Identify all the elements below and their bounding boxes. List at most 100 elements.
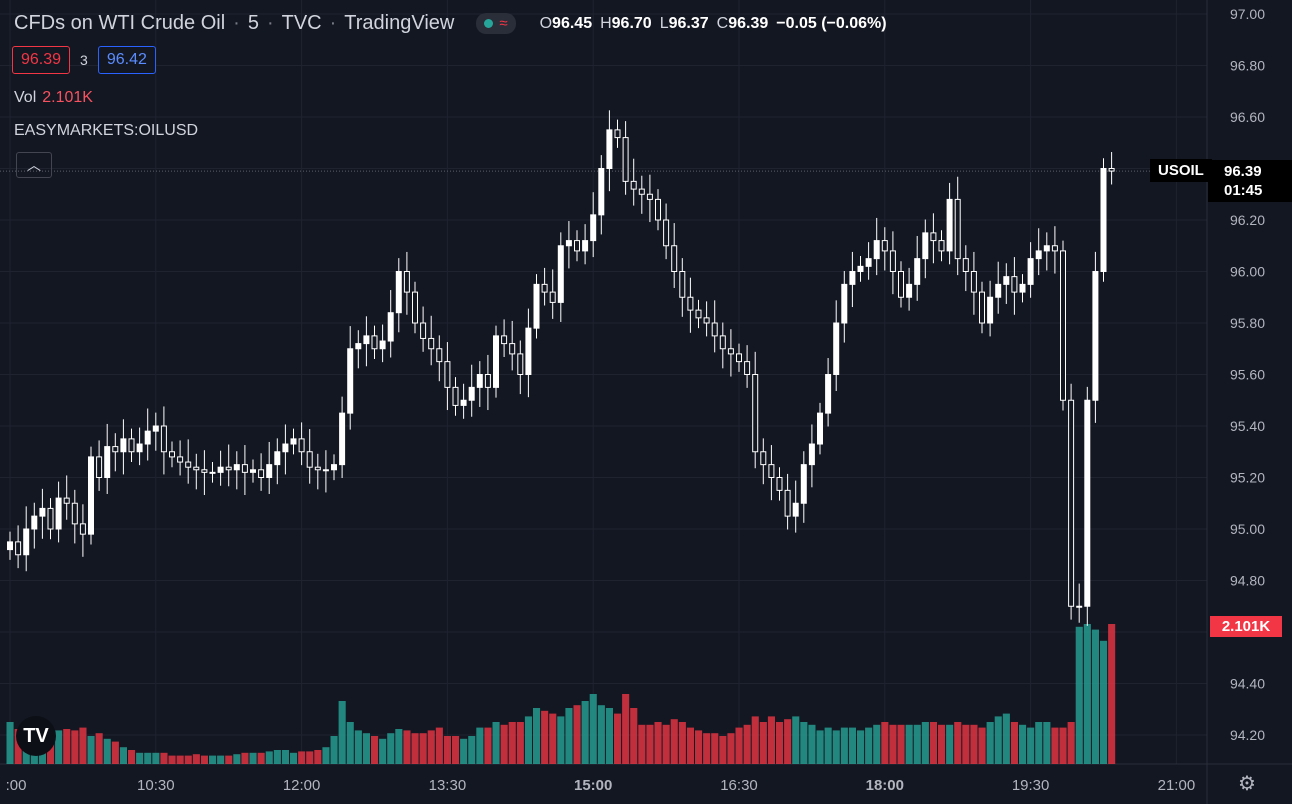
volume-bar [962,724,970,764]
y-tick-label: 95.20 [1230,470,1265,486]
volume-bar [435,727,443,764]
candle-body [1027,258,1034,285]
collapse-legend-button[interactable]: ︿ [16,152,52,178]
volume-bar [233,754,241,764]
candle-body [808,443,815,466]
symbol-title[interactable]: CFDs on WTI Crude Oil [14,12,226,34]
candle-body [185,461,192,468]
candle-body [800,464,807,504]
candle-body [363,335,370,345]
tradingview-logo-icon[interactable]: TV [16,716,56,756]
candle-body [517,353,524,375]
volume-bar [241,752,249,764]
candle-body [898,271,904,298]
buy-button[interactable]: 96.42 [97,46,156,74]
candle-body [1068,399,1075,607]
volume-bar [281,750,289,764]
volume-bar [1043,722,1051,764]
candle-body [193,466,200,471]
volume-bar [1027,727,1035,764]
y-tick-label: 95.00 [1230,521,1265,537]
volume-bar [873,724,881,764]
spread-value: 3 [80,52,88,68]
volume-bar [686,727,694,764]
candle-body [679,271,686,298]
candle-body [201,469,208,473]
volume-bar [678,722,686,764]
candle-body [217,466,224,473]
chart-header: CFDs on WTI Crude Oil · 5 · TVC · Tradin… [14,12,887,34]
candle-body [169,451,175,458]
close-value: 96.39 [728,14,769,32]
volume-bar [265,751,273,764]
interval-label[interactable]: 5 [247,12,259,34]
volume-bar [411,733,419,764]
volume-bar [87,736,95,764]
volume-legend[interactable]: Vol 2.101K [14,89,93,107]
volume-bar [322,747,330,764]
volume-bar [557,716,565,764]
volume-bar [897,724,905,764]
candle-body [646,193,653,200]
volume-bar [541,710,549,764]
high-value: 96.70 [611,14,652,32]
x-tick-label: 21:00 [1158,777,1196,794]
gear-icon[interactable]: ⚙ [1238,773,1256,795]
volume-bar [217,755,225,764]
compare-symbol-legend[interactable]: EASYMARKETS:OILUSD [14,122,199,139]
volume-bar [79,727,87,764]
candle-body [922,232,929,260]
volume-bar [6,722,14,764]
x-tick-label: 10:30 [137,777,175,794]
candle-body [817,412,823,445]
volume-bar [865,727,873,764]
candle-body [1035,250,1042,260]
volume-bar [824,727,832,764]
volume-bar [743,724,751,764]
volume-bar [168,755,176,764]
candle-body [606,129,613,169]
candle-body [622,137,629,182]
wave-icon: ≈ [499,15,508,32]
volume-bar [986,722,994,764]
candle-body [865,258,872,267]
volume-bar [95,733,103,764]
candle-body [541,283,548,293]
volume-bar [306,751,314,764]
candle-body [152,425,159,432]
volume-bar [695,730,703,764]
volume-bar [800,722,808,764]
sell-button[interactable]: 96.39 [12,46,71,74]
candle-body [841,283,848,324]
candle-body [995,283,1002,298]
candle-body [331,464,337,471]
volume-value: 2.101K [42,89,93,106]
candle-body [128,438,135,453]
candle-body [501,335,508,345]
candle-body [525,327,532,375]
volume-bar [549,713,557,764]
volume-bar [622,694,630,764]
volume-bar [71,730,79,764]
volume-bar [427,730,435,764]
volume-bar [581,701,589,764]
volume-bar [662,724,670,764]
candle-body [444,361,451,388]
volume-bar [784,719,792,764]
volume-bar [103,738,111,764]
volume-bar [832,730,840,764]
candle-body [582,240,589,252]
volume-bar [338,701,346,764]
volume-bar [929,722,937,764]
volume-bar [55,730,63,764]
candle-body [979,291,985,324]
volume-bar [630,708,638,764]
volume-bar [225,755,233,764]
x-tick-label: 15:00 [574,777,612,794]
volume-bar [905,724,913,764]
volume-bar [727,733,735,764]
candle-body [784,489,791,517]
y-tick-label: 96.00 [1230,264,1265,280]
market-status[interactable]: ≈ [476,13,516,34]
